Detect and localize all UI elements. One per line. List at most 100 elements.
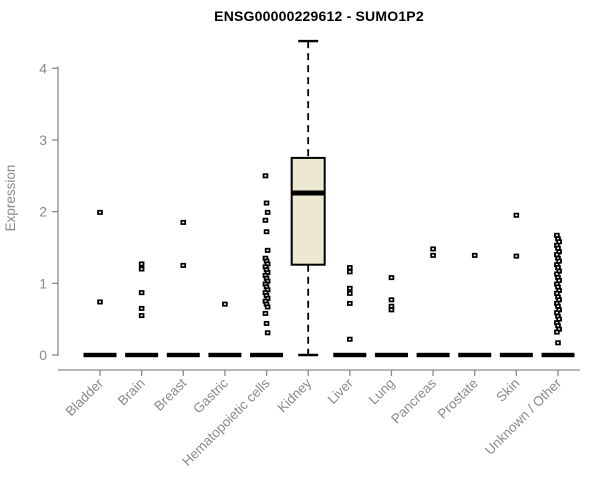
x-category-label: Brain: [115, 376, 148, 409]
x-category-label: Skin: [493, 376, 522, 405]
data-point-center: [558, 318, 561, 320]
zero-cluster-bar: [374, 352, 408, 358]
data-point-center: [515, 255, 518, 257]
data-point-center: [555, 321, 558, 324]
y-tick-label: 0: [39, 347, 47, 363]
data-point-center: [555, 234, 558, 237]
zero-cluster-bar: [499, 352, 533, 358]
x-category-label: Unknown / Other: [482, 375, 565, 458]
data-point-center: [265, 322, 268, 325]
data-point-center: [266, 249, 269, 252]
data-point-center: [140, 268, 143, 270]
data-point-center: [515, 214, 518, 217]
data-point-center: [264, 257, 267, 260]
data-point-center: [266, 271, 269, 274]
data-point-center: [390, 309, 393, 311]
data-point-center: [99, 211, 101, 214]
data-point-center: [348, 302, 351, 305]
x-category-label: Breast: [151, 375, 189, 413]
data-point-center: [348, 266, 351, 269]
y-tick-label: 4: [39, 60, 47, 76]
data-point-center: [264, 274, 267, 277]
data-point-center: [264, 312, 267, 315]
y-tick-label: 2: [39, 204, 47, 220]
data-point-center: [266, 288, 269, 291]
data-point-center: [555, 311, 558, 314]
data-point-center: [266, 211, 269, 214]
data-point-center: [265, 286, 268, 288]
data-point-center: [390, 276, 393, 279]
zero-cluster-bar: [333, 352, 367, 358]
data-point-center: [558, 328, 561, 330]
data-point-center: [558, 279, 561, 282]
data-point-center: [555, 331, 558, 333]
data-point-center: [556, 342, 559, 344]
data-point-center: [266, 280, 269, 282]
data-point-center: [556, 324, 559, 327]
data-point-center: [223, 303, 226, 305]
data-point-center: [265, 230, 268, 233]
data-point-center: [264, 219, 267, 222]
data-point-center: [265, 303, 268, 305]
data-point-center: [555, 253, 558, 256]
data-point-center: [558, 289, 561, 292]
data-point-center: [558, 250, 561, 253]
data-point-center: [265, 268, 268, 271]
data-point-center: [264, 283, 267, 285]
x-category-label: Bladder: [63, 375, 107, 419]
data-point-center: [432, 248, 435, 250]
data-point-center: [264, 266, 267, 268]
data-point-center: [555, 273, 558, 275]
data-point-center: [266, 306, 269, 308]
data-point-center: [556, 247, 559, 250]
data-point-center: [348, 292, 351, 295]
data-point-center: [265, 260, 268, 262]
data-point-center: [266, 263, 269, 265]
data-point-center: [266, 331, 269, 334]
data-point-center: [555, 302, 558, 305]
data-point-center: [182, 221, 185, 224]
zero-cluster-bar: [250, 352, 284, 358]
zero-cluster-bar: [208, 352, 242, 358]
x-category-label: Prostate: [435, 376, 481, 422]
data-point-center: [473, 254, 476, 257]
data-point-center: [556, 238, 559, 240]
data-point-center: [348, 338, 351, 341]
data-point-center: [556, 276, 559, 279]
data-point-center: [140, 291, 143, 294]
data-point-center: [390, 305, 393, 308]
zero-cluster-bar: [416, 352, 450, 358]
data-point-center: [265, 202, 268, 204]
data-point-center: [265, 294, 268, 297]
zero-cluster-bar: [458, 352, 492, 358]
data-point-center: [558, 309, 561, 311]
x-category-label: Pancreas: [388, 375, 439, 426]
data-point-center: [555, 283, 558, 285]
data-point-center: [140, 314, 143, 317]
data-point-center: [140, 307, 143, 310]
data-point-center: [556, 257, 559, 260]
zero-cluster-bar: [125, 352, 159, 358]
data-point-center: [99, 301, 101, 303]
data-point-center: [140, 263, 143, 265]
data-point-center: [555, 292, 558, 295]
data-point-center: [558, 299, 561, 301]
data-point-center: [556, 315, 559, 318]
data-point-center: [556, 286, 559, 288]
y-tick-label: 1: [39, 275, 47, 291]
x-category-label: Lung: [366, 376, 398, 408]
data-point-center: [348, 287, 351, 290]
x-category-label: Kidney: [275, 375, 315, 415]
chart-title: ENSG00000229612 - SUMO1P2: [214, 8, 424, 24]
data-point-center: [266, 297, 269, 300]
zero-cluster-bar: [541, 352, 575, 358]
y-tick-label: 3: [39, 132, 47, 148]
data-point-center: [556, 266, 559, 269]
data-point-center: [558, 240, 561, 243]
data-point-center: [265, 277, 268, 280]
zero-cluster-bar: [83, 352, 117, 358]
y-axis-title: Expression: [3, 165, 18, 232]
data-point-center: [555, 244, 558, 247]
